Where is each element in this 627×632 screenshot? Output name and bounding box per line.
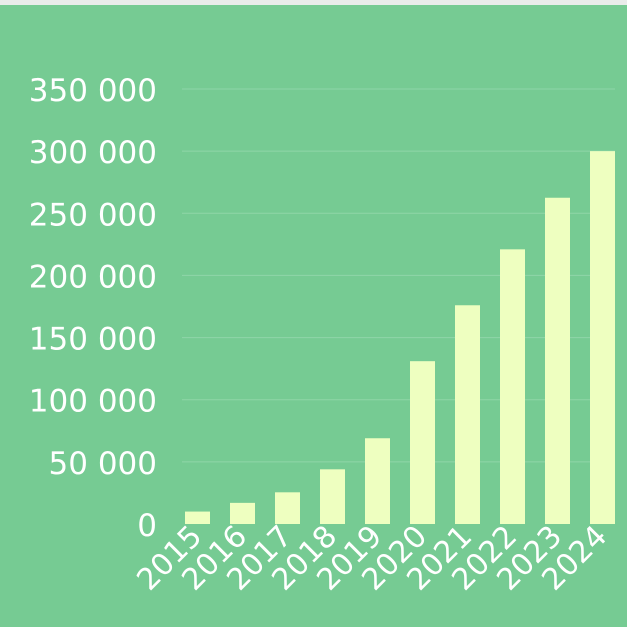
y-tick-label: 0 bbox=[137, 508, 157, 544]
y-tick-label: 100 000 bbox=[29, 384, 157, 420]
bar-2022 bbox=[500, 249, 525, 525]
bar-2020 bbox=[410, 361, 435, 524]
bar-2019 bbox=[365, 438, 390, 524]
y-tick-label: 350 000 bbox=[29, 73, 157, 109]
bars bbox=[185, 151, 615, 525]
bar-2021 bbox=[455, 305, 480, 524]
bar-2016 bbox=[230, 502, 255, 524]
bar-2024 bbox=[590, 151, 615, 524]
y-axis-labels: 0 50 000 100 000 150 000 200 000 250 000 300 0… bbox=[29, 73, 157, 544]
gridlines bbox=[182, 88, 615, 463]
bar-2017 bbox=[275, 492, 300, 524]
y-tick-label: 50 000 bbox=[49, 446, 157, 482]
bar-2023 bbox=[545, 197, 570, 524]
y-tick-label: 200 000 bbox=[29, 259, 157, 295]
y-tick-label: 250 000 bbox=[29, 197, 157, 233]
bar-2015 bbox=[185, 511, 210, 524]
top-border bbox=[0, 0, 627, 5]
y-tick-label: 300 000 bbox=[29, 135, 157, 171]
y-tick-label: 150 000 bbox=[29, 322, 157, 358]
bar-2018 bbox=[320, 469, 345, 524]
